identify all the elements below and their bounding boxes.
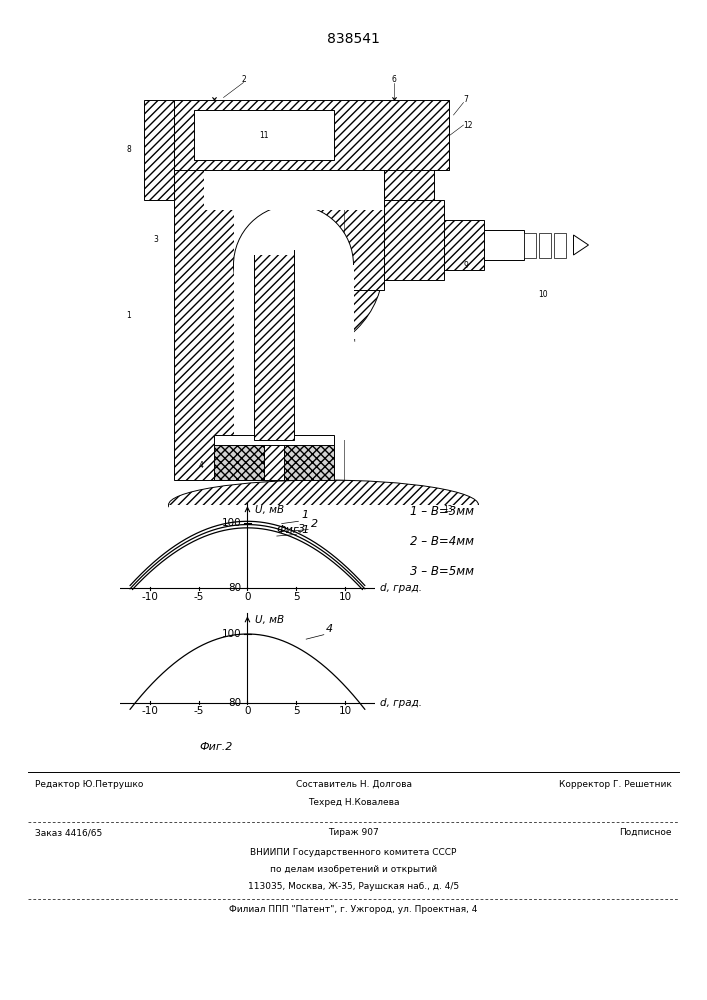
Text: по делам изобретений и открытий: по делам изобретений и открытий — [270, 865, 437, 874]
Text: U, мВ: U, мВ — [255, 615, 284, 625]
Text: Техред Н.Ковалева: Техред Н.Ковалева — [308, 798, 399, 807]
Polygon shape — [573, 235, 588, 255]
Text: 9: 9 — [464, 260, 468, 269]
Text: 10: 10 — [539, 290, 549, 299]
Text: 4: 4 — [326, 624, 333, 634]
Bar — [144, 100, 173, 200]
Bar — [233, 290, 303, 480]
Text: -5: -5 — [193, 706, 204, 716]
Bar — [284, 440, 334, 480]
Text: 5: 5 — [349, 322, 352, 328]
Bar — [383, 100, 433, 200]
Text: 5: 5 — [293, 706, 300, 716]
Bar — [214, 440, 264, 480]
Text: 100: 100 — [222, 629, 242, 639]
Text: 4: 4 — [199, 460, 204, 470]
Text: Редактор Ю.Петрушко: Редактор Ю.Петрушко — [35, 780, 144, 789]
Circle shape — [233, 205, 354, 325]
Text: 1 – В=3мм: 1 – В=3мм — [410, 505, 474, 518]
Bar — [523, 232, 536, 257]
Text: Тираж 907: Тираж 907 — [328, 828, 379, 837]
Bar — [194, 110, 334, 160]
Text: -10: -10 — [141, 706, 158, 716]
Text: 8: 8 — [126, 145, 131, 154]
Bar — [383, 200, 443, 280]
Text: 11: 11 — [259, 130, 268, 139]
Bar — [539, 232, 551, 257]
Bar — [484, 230, 523, 260]
Text: 6: 6 — [391, 76, 396, 85]
Text: Фиг.2: Фиг.2 — [199, 742, 233, 752]
Bar — [233, 265, 354, 440]
Text: 1: 1 — [126, 310, 131, 320]
Bar — [168, 505, 479, 540]
Text: 11: 11 — [259, 130, 268, 139]
Text: 80: 80 — [228, 583, 242, 593]
Bar — [173, 170, 233, 480]
Text: U, мВ: U, мВ — [255, 505, 284, 515]
Bar — [173, 100, 448, 170]
Text: 0: 0 — [244, 592, 251, 602]
Text: ВНИИПИ Государственного комитета СССР: ВНИИПИ Государственного комитета СССР — [250, 848, 457, 857]
Text: Фиг.1: Фиг.1 — [277, 525, 310, 535]
Text: Подписное: Подписное — [619, 828, 672, 837]
Text: 2: 2 — [241, 76, 246, 85]
Text: 1: 1 — [301, 510, 308, 520]
Bar — [233, 170, 293, 290]
Text: 3: 3 — [153, 235, 158, 244]
Text: 3 – В=5мм: 3 – В=5мм — [410, 565, 474, 578]
Bar — [204, 100, 383, 210]
Text: d, град.: d, град. — [380, 583, 421, 593]
Bar — [554, 232, 566, 257]
Text: 80: 80 — [228, 698, 242, 708]
Bar — [254, 250, 293, 440]
Bar — [214, 435, 334, 445]
Text: 100: 100 — [222, 518, 242, 528]
Bar — [254, 250, 293, 440]
Bar — [443, 220, 484, 270]
Bar — [173, 100, 448, 170]
Text: -5: -5 — [193, 592, 204, 602]
Text: d, град.: d, град. — [380, 698, 421, 708]
Text: Филиал ППП "Патент", г. Ужгород, ул. Проектная, 4: Филиал ППП "Патент", г. Ужгород, ул. Про… — [229, 905, 478, 914]
Text: 12: 12 — [464, 120, 473, 129]
Text: Корректор Г. Решетник: Корректор Г. Решетник — [559, 780, 672, 789]
Text: 2 – В=4мм: 2 – В=4мм — [410, 535, 474, 548]
Text: 2: 2 — [311, 519, 318, 529]
Text: мм: мм — [349, 338, 356, 342]
Text: Составитель Н. Долгова: Составитель Н. Долгова — [296, 780, 411, 789]
Circle shape — [204, 175, 383, 355]
Bar — [194, 110, 334, 160]
Text: Заказ 4416/65: Заказ 4416/65 — [35, 828, 103, 837]
Text: 10: 10 — [339, 592, 352, 602]
Text: 838541: 838541 — [327, 32, 380, 46]
Bar — [254, 245, 293, 255]
Text: -10: -10 — [141, 592, 158, 602]
Bar — [233, 170, 383, 290]
Text: 10: 10 — [339, 706, 352, 716]
Text: 3: 3 — [298, 524, 305, 534]
Ellipse shape — [168, 480, 479, 530]
Text: 7: 7 — [464, 96, 468, 104]
Text: 13: 13 — [443, 506, 453, 514]
Text: 0: 0 — [244, 706, 251, 716]
Text: 113035, Москва, Ж-35, Раушская наб., д. 4/5: 113035, Москва, Ж-35, Раушская наб., д. … — [248, 882, 459, 891]
Text: 5: 5 — [293, 592, 300, 602]
